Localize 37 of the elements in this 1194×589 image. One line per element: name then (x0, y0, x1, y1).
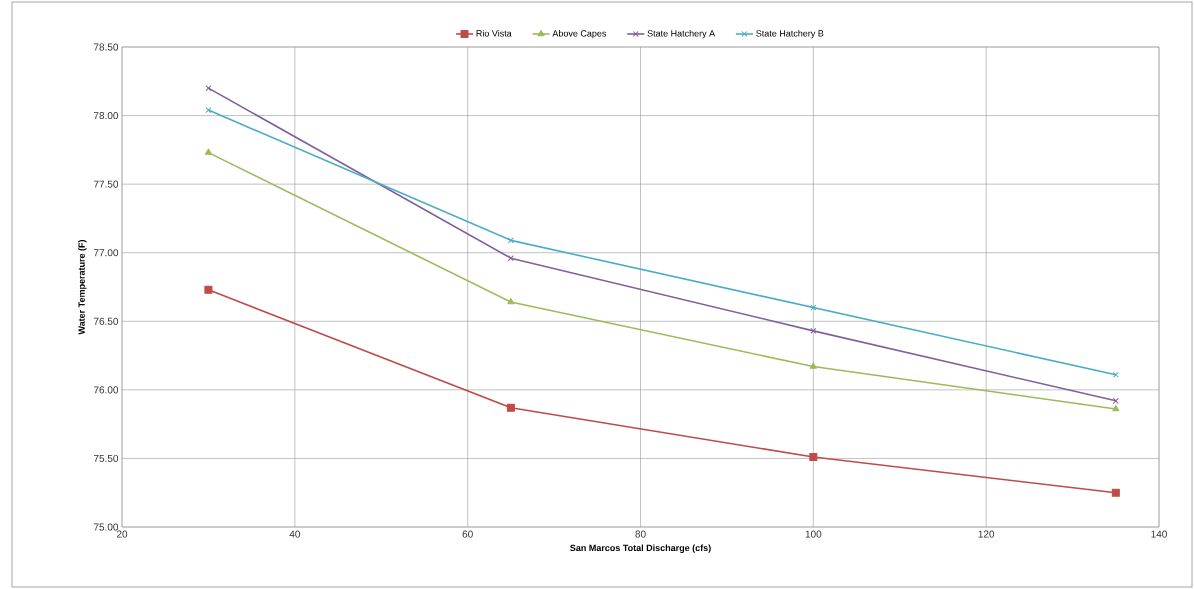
x-tick-label: 140 (1151, 530, 1167, 538)
y-tick-label: 77.50 (93, 180, 119, 188)
y-tick-label: 76.00 (93, 386, 119, 394)
point (1112, 397, 1119, 404)
y-tick-label: 76.50 (93, 317, 119, 325)
x-tick-label: 100 (805, 530, 822, 538)
legend-label: Above Capes (552, 29, 607, 39)
legend-label: State Hatchery A (647, 29, 716, 39)
y-tick-label: 78.00 (93, 112, 119, 120)
x-tick-label: 120 (978, 530, 995, 538)
x-axis-title: San Marcos Total Discharge (cfs) (570, 544, 711, 553)
y-tick-label: 78.50 (93, 43, 119, 51)
point (809, 453, 818, 462)
point (1111, 488, 1120, 497)
y-tick-label: 75.50 (93, 454, 119, 462)
point (204, 285, 213, 294)
x-tick-label: 20 (116, 530, 128, 538)
point (507, 298, 515, 305)
legend-label: State Hatchery B (756, 29, 824, 39)
point (507, 255, 514, 262)
legend-label: Rio Vista (476, 29, 512, 37)
point (205, 107, 212, 114)
y-axis-title: Water Temperature (F) (78, 239, 87, 335)
y-tick-label: 77.00 (93, 249, 119, 257)
x-tick-label: 40 (289, 530, 301, 538)
point (204, 148, 212, 155)
x-tick-label: 60 (462, 530, 473, 538)
point (506, 403, 515, 412)
point (1112, 371, 1119, 378)
point (809, 362, 817, 369)
y-tick-label: 75.00 (93, 523, 119, 531)
point (1112, 405, 1120, 412)
point (810, 327, 817, 334)
point (205, 85, 212, 92)
point (810, 304, 817, 311)
point (507, 237, 514, 244)
x-tick-label: 80 (635, 530, 646, 538)
